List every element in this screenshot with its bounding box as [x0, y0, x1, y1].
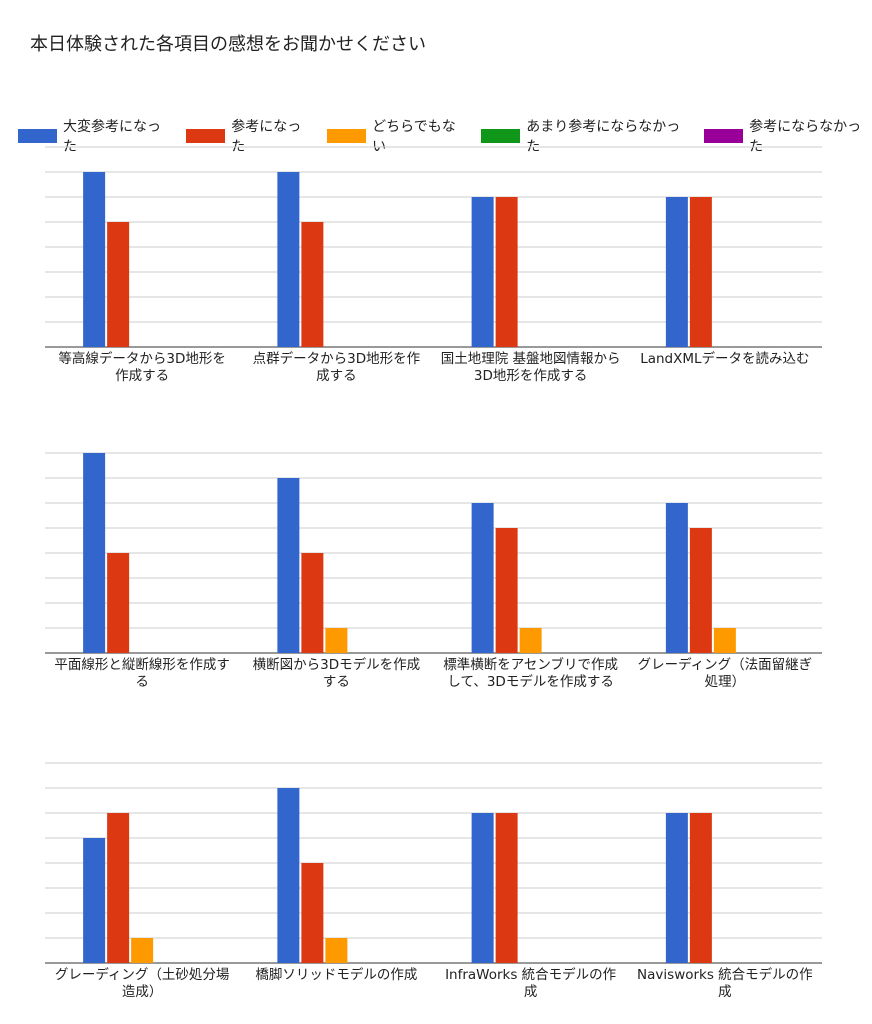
- x-tick-label: LandXMLデータを読み込む: [640, 351, 810, 367]
- x-tick-label: 点群データから3D地形を作成する: [252, 351, 421, 384]
- x-tick-label: 等高線データから3D地形を作成する: [58, 351, 226, 384]
- legend-swatch: [481, 129, 521, 143]
- bar: [301, 553, 324, 653]
- bar: [325, 628, 348, 653]
- bar: [107, 553, 130, 653]
- bar: [471, 503, 494, 653]
- legend-label: どちらでもない: [372, 119, 456, 155]
- bar: [689, 813, 712, 963]
- bar: [689, 197, 712, 347]
- x-tick-label: 横断図から3Dモデルを作成する: [252, 657, 421, 690]
- bar: [471, 813, 494, 963]
- legend-swatch: [186, 129, 226, 143]
- bar: [83, 172, 106, 347]
- bar: [277, 172, 300, 347]
- legend-swatch: [327, 129, 367, 143]
- x-tick-label: 標準横断をアセンブリで作成して、3Dモデルを作成する: [443, 657, 619, 690]
- x-tick-label: InfraWorks 統合モデルの作成: [445, 967, 617, 1000]
- bar: [301, 222, 324, 347]
- bar: [277, 788, 300, 963]
- x-tick-label: 平面線形と縦断線形を作成する: [54, 657, 230, 690]
- legend-swatch: [704, 129, 744, 143]
- bar: [665, 813, 688, 963]
- bar: [519, 628, 542, 653]
- legend-item: どちらでもない: [327, 116, 467, 156]
- legend-item: 参考にならなかった: [704, 116, 872, 156]
- bar: [471, 197, 494, 347]
- bar: [665, 503, 688, 653]
- x-tick-label: 国土地理院 基盤地図情報から3D地形を作成する: [440, 351, 621, 384]
- bar: [277, 478, 300, 653]
- bar: [713, 628, 736, 653]
- bar: [665, 197, 688, 347]
- bar: [495, 813, 518, 963]
- bar: [107, 222, 130, 347]
- x-tick-label: 橋脚ソリッドモデルの作成: [255, 967, 418, 983]
- bar: [325, 938, 348, 963]
- bar: [301, 863, 324, 963]
- x-tick-label: Navisworks 統合モデルの作成: [637, 967, 813, 1000]
- bar: [83, 838, 106, 963]
- chart-title: 本日体験された各項目の感想をお聞かせください: [30, 34, 426, 55]
- bar: [131, 938, 154, 963]
- bar: [495, 197, 518, 347]
- bar: [495, 528, 518, 653]
- bar: [83, 453, 106, 653]
- x-tick-label: グレーディング（法面留継ぎ処理）: [637, 657, 813, 690]
- legend-swatch: [18, 129, 57, 143]
- bar: [107, 813, 130, 963]
- bar: [689, 528, 712, 653]
- x-tick-label: グレーディング（土砂処分場造成）: [54, 967, 230, 1000]
